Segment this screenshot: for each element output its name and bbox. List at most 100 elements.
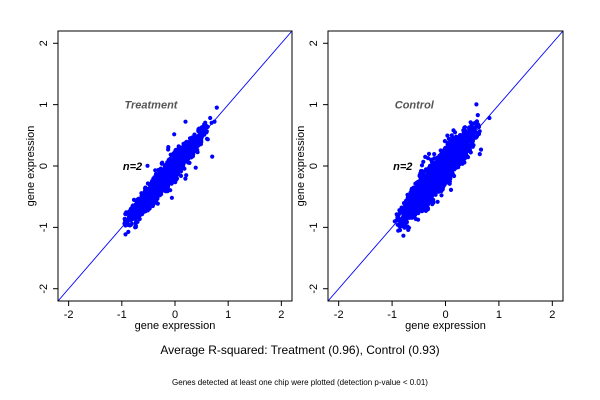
data-point <box>438 148 443 153</box>
data-point <box>128 222 133 228</box>
x-tick-label: -2 <box>64 309 74 321</box>
data-point <box>413 181 418 186</box>
identity-line <box>58 31 292 301</box>
data-point <box>123 232 128 237</box>
data-point <box>165 163 170 168</box>
data-point <box>428 157 434 162</box>
data-point <box>154 196 159 201</box>
data-point <box>153 172 159 177</box>
data-point <box>395 218 400 223</box>
data-point <box>145 208 150 213</box>
data-point <box>402 222 407 227</box>
data-point <box>175 170 180 176</box>
data-point <box>184 173 189 178</box>
data-point <box>168 188 173 193</box>
data-point <box>190 135 195 140</box>
data-point <box>142 192 147 197</box>
data-point <box>183 119 188 124</box>
x-tick-label: 1 <box>225 309 231 321</box>
data-point <box>474 134 479 139</box>
data-point <box>178 173 184 178</box>
y-tick-label: -1 <box>38 222 50 232</box>
data-point <box>163 174 168 179</box>
data-point <box>401 218 406 223</box>
data-point <box>132 203 137 209</box>
data-point <box>396 215 401 220</box>
data-point <box>183 176 188 181</box>
panel-title: Treatment <box>124 100 178 112</box>
data-point <box>172 132 177 137</box>
data-point <box>150 201 155 207</box>
data-point <box>146 190 151 195</box>
data-point <box>440 179 445 185</box>
data-point <box>177 164 183 169</box>
data-point <box>122 216 127 221</box>
data-point <box>401 233 406 238</box>
data-point <box>140 207 145 213</box>
data-point <box>397 228 403 233</box>
data-point <box>176 144 181 149</box>
y-tick-label: -2 <box>38 284 50 294</box>
data-point <box>178 153 183 158</box>
data-point <box>435 199 440 204</box>
data-point <box>475 113 480 118</box>
data-point <box>145 163 150 168</box>
data-point <box>426 172 431 177</box>
y-tick-label: 0 <box>38 163 50 169</box>
data-point <box>439 193 444 198</box>
data-point <box>192 149 197 154</box>
data-point <box>136 200 141 205</box>
y-tick-label: 1 <box>38 102 50 108</box>
data-point <box>197 130 202 135</box>
point-group <box>392 102 492 238</box>
data-point <box>487 115 492 121</box>
data-point <box>411 205 416 210</box>
data-point <box>153 168 158 173</box>
data-point <box>468 120 473 125</box>
data-point <box>170 159 175 164</box>
data-point <box>173 159 178 164</box>
data-point <box>134 219 139 224</box>
data-point <box>160 160 165 165</box>
data-point <box>398 220 403 225</box>
data-point <box>147 197 152 202</box>
data-point <box>169 178 175 183</box>
data-point <box>431 200 436 205</box>
data-point <box>418 177 423 183</box>
data-point <box>123 211 128 217</box>
data-point <box>214 105 219 110</box>
data-point <box>468 150 473 155</box>
x-tick-label: 2 <box>278 309 284 321</box>
data-point <box>193 165 198 170</box>
data-point <box>205 137 210 142</box>
data-point <box>204 123 209 129</box>
x-tick-label: -1 <box>117 309 127 321</box>
data-point <box>462 125 467 130</box>
data-point <box>166 145 171 150</box>
y-tick-label: 2 <box>38 40 50 46</box>
data-point <box>418 169 424 174</box>
data-point <box>162 183 167 188</box>
data-point <box>152 186 157 191</box>
data-point <box>175 147 180 152</box>
data-point <box>200 124 205 129</box>
data-point <box>182 166 187 171</box>
data-point <box>150 183 155 188</box>
data-point <box>169 195 174 200</box>
data-point <box>182 148 187 153</box>
x-axis-label: gene expression <box>135 320 216 332</box>
data-point <box>131 197 137 202</box>
data-point <box>451 128 456 133</box>
data-point <box>168 174 174 179</box>
data-point <box>174 163 179 168</box>
data-point <box>153 190 158 195</box>
data-point <box>142 203 147 208</box>
data-point <box>168 152 173 157</box>
data-point <box>449 133 454 138</box>
data-point <box>160 170 166 175</box>
data-point <box>406 227 411 232</box>
